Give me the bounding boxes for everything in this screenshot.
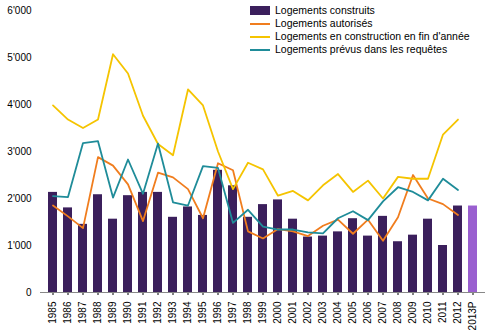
svg-text:6'000: 6'000 [7, 5, 32, 16]
svg-text:1985: 1985 [47, 301, 58, 324]
svg-text:2007: 2007 [377, 301, 388, 324]
svg-text:1991: 1991 [137, 301, 148, 324]
svg-text:1989: 1989 [107, 301, 118, 324]
html-text:Logements autorisés: Logements autorisés [275, 17, 373, 29]
svg-text:2'000: 2'000 [7, 193, 32, 204]
svg-text:1986: 1986 [62, 301, 73, 324]
svg-text:2006: 2006 [362, 301, 373, 324]
svg-text:2011: 2011 [437, 301, 448, 323]
svg-text:2000: 2000 [272, 301, 283, 324]
svg-text:1997: 1997 [227, 301, 238, 324]
svg-text:3'000: 3'000 [7, 146, 32, 157]
svg-text:2008: 2008 [392, 301, 403, 324]
html-text:Logements construits: Logements construits [275, 4, 375, 16]
svg-text:1987: 1987 [77, 301, 88, 324]
svg-text:1993: 1993 [167, 301, 178, 324]
svg-text:2003: 2003 [317, 301, 328, 324]
svg-text:2010: 2010 [422, 301, 433, 324]
svg-text:1995: 1995 [197, 301, 208, 324]
svg-text:2012: 2012 [452, 301, 463, 324]
svg-text:2005: 2005 [347, 301, 358, 324]
svg-text:1988: 1988 [92, 301, 103, 324]
svg-text:1998: 1998 [242, 301, 253, 324]
svg-text:5'000: 5'000 [7, 52, 32, 63]
html-text:Logements prévus dans les requ: Logements prévus dans les requêtes [275, 43, 448, 55]
svg-text:1994: 1994 [182, 301, 193, 324]
svg-text:0: 0 [26, 287, 32, 298]
html-text:Logements en construction en f: Logements en construction en fin d'année [275, 30, 470, 42]
svg-text:1999: 1999 [257, 301, 268, 324]
svg-text:1996: 1996 [212, 301, 223, 324]
svg-text:1'000: 1'000 [7, 240, 32, 251]
svg-text:2002: 2002 [302, 301, 313, 324]
svg-text:2009: 2009 [407, 301, 418, 324]
svg-text:2004: 2004 [332, 301, 343, 324]
svg-text:2001: 2001 [287, 301, 298, 324]
svg-text:2013P: 2013P [467, 301, 478, 330]
svg-text:4'000: 4'000 [7, 99, 32, 110]
svg-text:1990: 1990 [122, 301, 133, 324]
svg-text:1992: 1992 [152, 301, 163, 324]
